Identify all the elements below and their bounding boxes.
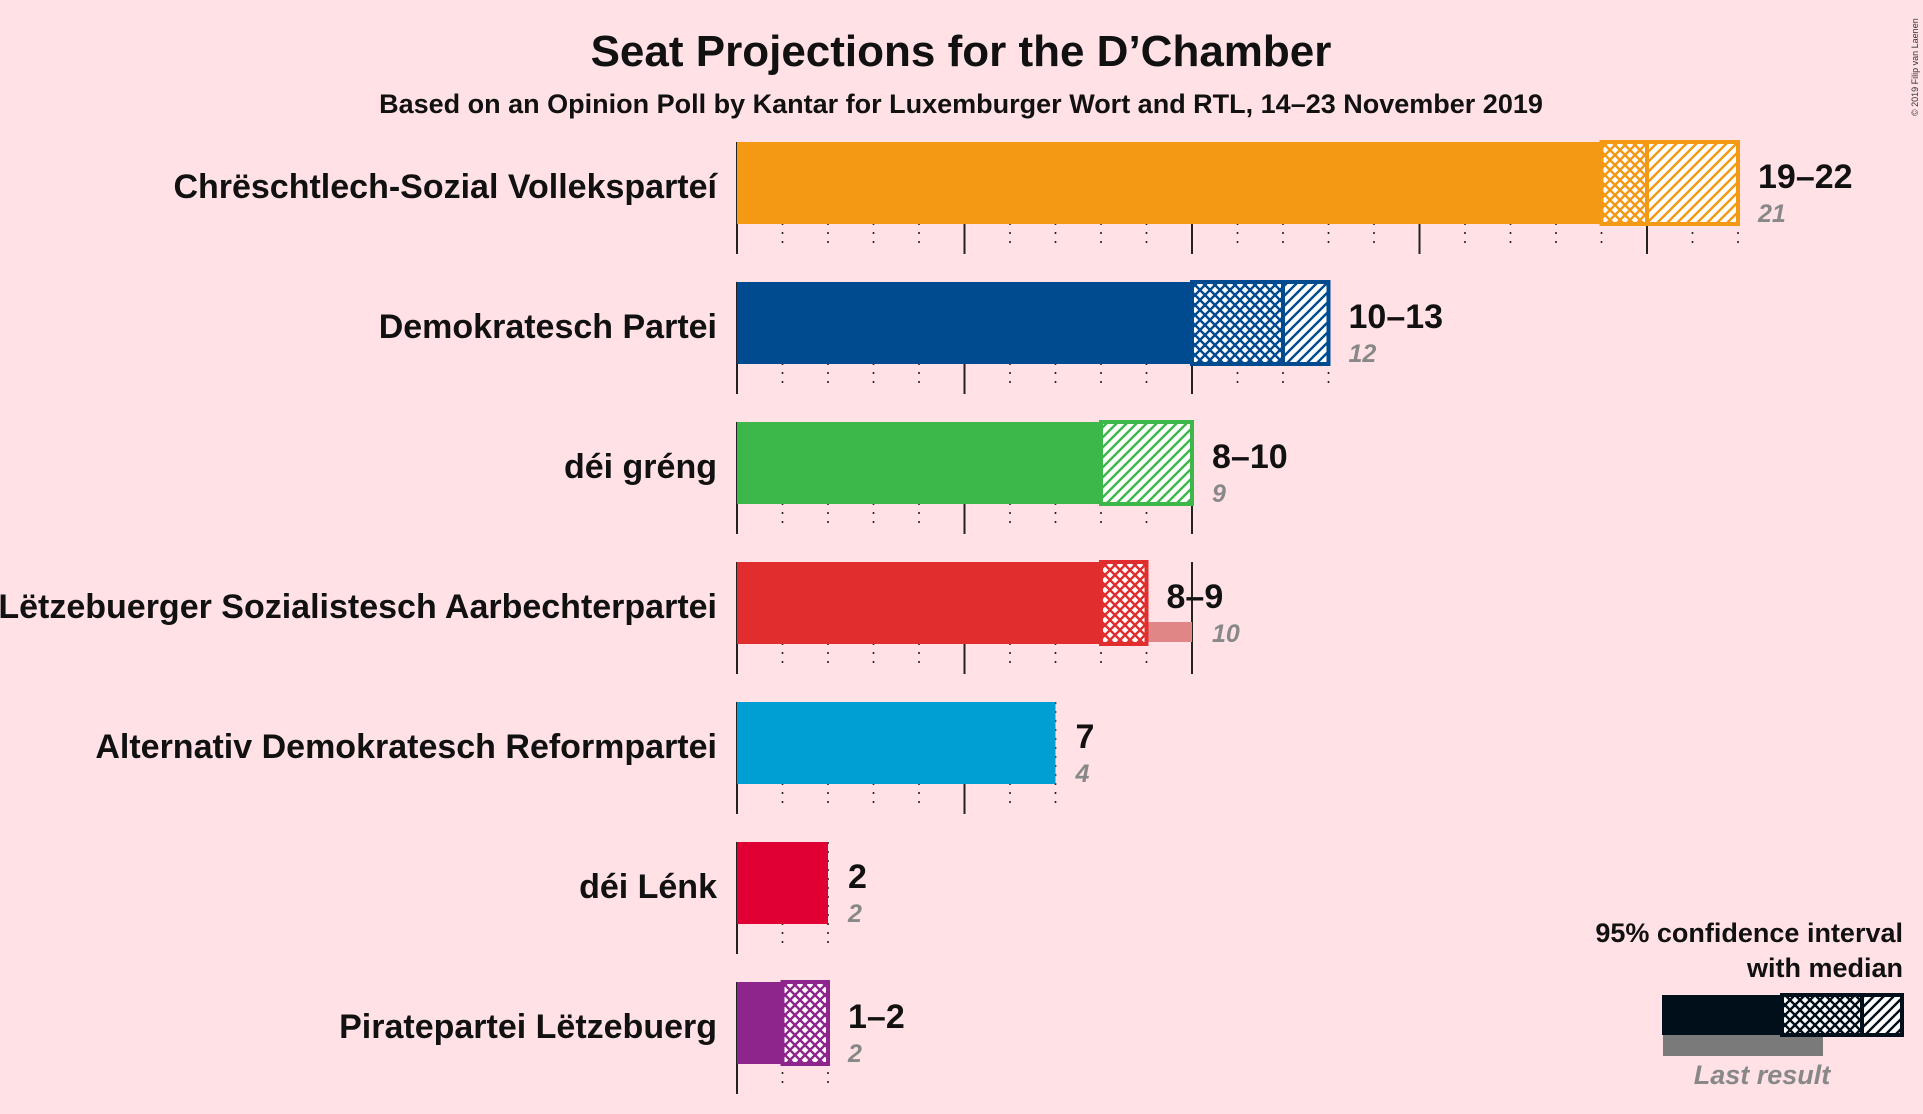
range-label: 19–22 [1758, 158, 1853, 196]
last-result-label: 4 [1075, 760, 1090, 788]
party-label: Piratepartei Lëtzebuerg [339, 1008, 717, 1046]
range-label: 8–10 [1212, 438, 1288, 476]
confidence-upper-hatch [1645, 140, 1740, 226]
seat-bar-solid [737, 562, 1101, 644]
seat-bar-solid [737, 702, 1056, 784]
confidence-upper-hatch [1281, 280, 1331, 366]
confidence-lower-hatch [780, 980, 830, 1066]
last-result-label: 12 [1349, 340, 1377, 368]
legend-solid-swatch [1662, 995, 1782, 1035]
confidence-lower-hatch [1599, 140, 1649, 226]
chart-subtitle: Based on an Opinion Poll by Kantar for L… [379, 89, 1543, 119]
last-result-label: 2 [847, 1040, 862, 1068]
party-label: déi Lénk [579, 868, 717, 906]
last-result-label: 2 [847, 900, 862, 928]
last-result-label: 21 [1757, 200, 1786, 228]
seat-bar-solid [737, 842, 828, 924]
legend-last-result-label: Last result [1694, 1060, 1832, 1090]
copyright-note: © 2019 Filip van Laenen [1910, 18, 1920, 116]
last-result-label: 10 [1212, 620, 1240, 648]
confidence-lower-hatch [1190, 280, 1285, 366]
range-label: 10–13 [1349, 298, 1444, 336]
party-label: Chrëschtlech-Sozial Volleksparteí [173, 168, 718, 206]
seat-bar-solid [737, 982, 783, 1064]
party-label: Demokratesch Partei [379, 308, 717, 346]
seat-bar-solid [737, 422, 1101, 504]
seat-bar-solid [737, 282, 1192, 364]
bars-group: Chrëschtlech-Sozial Volleksparteí 19–2221… [0, 140, 1853, 1068]
legend-title-line1: 95% confidence interval [1595, 918, 1903, 948]
confidence-lower-hatch [1099, 560, 1149, 646]
range-label: 7 [1076, 718, 1095, 756]
confidence-upper-hatch [1099, 420, 1194, 506]
chart-title: Seat Projections for the D’Chamber [591, 27, 1332, 76]
party-label: Lëtzebuerger Sozialistesch Aarbechterpar… [0, 588, 717, 626]
legend-title-line2: with median [1746, 953, 1903, 983]
legend-diag-swatch [1860, 993, 1904, 1037]
party-label: déi gréng [564, 448, 717, 486]
range-label: 8–9 [1167, 578, 1224, 616]
range-label: 2 [848, 858, 867, 896]
legend: 95% confidence interval with median Last… [1595, 918, 1904, 1090]
legend-cross-swatch [1780, 993, 1864, 1037]
party-label: Alternativ Demokratesch Reformpartei [95, 728, 717, 766]
range-label: 1–2 [848, 998, 905, 1036]
seat-bar-solid [737, 142, 1602, 224]
last-result-label: 9 [1212, 480, 1226, 508]
